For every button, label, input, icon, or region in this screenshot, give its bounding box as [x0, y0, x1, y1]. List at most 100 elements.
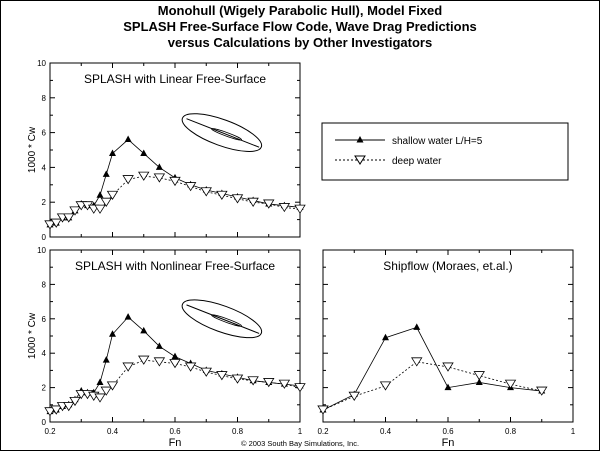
chart-panel-0: 0 2 4 6 8 10 1000 * Cw SPLASH with Linear Free-… — [27, 59, 306, 242]
data-point-deep — [473, 371, 485, 381]
y-tick-label: 10 — [37, 59, 46, 68]
x-tick-label: 1 — [298, 427, 303, 436]
data-point-deep — [247, 197, 259, 207]
x-tick-label: 0.6 — [169, 427, 181, 436]
hull-waterline — [211, 314, 243, 327]
title-line-1: Monohull (Wigely Parabolic Hull), Model … — [157, 3, 443, 18]
data-point-deep — [50, 218, 62, 228]
data-point-shallow — [444, 383, 452, 391]
data-point-shallow — [102, 356, 110, 363]
data-point-deep — [153, 173, 166, 183]
data-point-deep — [348, 391, 360, 401]
title-line-2: SPLASH Free-Surface Flow Code, Wave Drag… — [123, 19, 477, 34]
data-point-deep — [263, 378, 275, 388]
legend-label-deep: deep water — [392, 156, 442, 167]
data-point-deep — [44, 220, 56, 230]
data-point-deep — [278, 379, 291, 389]
data-point-deep — [536, 386, 548, 396]
x-tick-label: 0.8 — [232, 427, 244, 436]
data-point-deep — [138, 171, 150, 181]
y-tick-label: 2 — [42, 384, 47, 393]
data-point-deep — [247, 376, 259, 386]
data-point-deep — [278, 203, 291, 213]
data-point-shallow — [109, 149, 116, 156]
series-line-deep-water — [322, 361, 542, 411]
data-point-deep — [263, 199, 275, 209]
data-point-deep — [94, 393, 106, 403]
y-axis-label: 1000 * Cw — [27, 312, 38, 359]
data-point-deep — [169, 176, 181, 187]
panel-title: Shipflow (Moraes, et.al.) — [383, 259, 512, 273]
hull-outline — [181, 113, 263, 152]
x-tick-label: 0.8 — [505, 427, 517, 436]
data-point-deep — [169, 359, 181, 369]
x-tick-label: 0.4 — [107, 427, 119, 436]
hull-icon — [181, 299, 263, 339]
data-point-deep — [122, 362, 134, 372]
x-tick-label: 0.6 — [442, 427, 454, 436]
data-point-deep — [69, 206, 81, 216]
data-point-shallow — [475, 378, 483, 385]
x-axis-label: Fn — [442, 437, 455, 449]
x-tick-label: 1 — [571, 427, 576, 436]
data-point-deep — [184, 362, 197, 372]
data-point-deep — [231, 194, 244, 204]
data-point-deep — [100, 386, 112, 396]
data-point-shallow — [140, 326, 148, 334]
data-point-deep — [216, 190, 228, 200]
legend-label-shallow: shallow water L/H=5 — [392, 136, 483, 147]
plot-area — [49, 62, 301, 238]
data-point-deep — [106, 190, 119, 200]
data-point-shallow — [155, 163, 163, 170]
series-line-deep-water — [49, 175, 301, 226]
data-point-deep — [138, 355, 150, 365]
data-point-deep — [153, 357, 166, 367]
data-point-shallow — [124, 135, 132, 143]
y-tick-label: 0 — [42, 418, 47, 427]
legend-marker-shallow — [356, 136, 364, 143]
legend: shallow water L/H=5 deep water — [321, 122, 569, 181]
hull-outline — [181, 299, 263, 339]
y-tick-label: 6 — [42, 315, 47, 324]
data-point-deep — [184, 182, 197, 192]
y-tick-label: 0 — [42, 233, 47, 242]
data-point-shallow — [140, 149, 148, 156]
data-point-deep — [50, 405, 62, 415]
y-tick-label: 2 — [42, 198, 47, 207]
hull-keel — [186, 304, 260, 334]
data-point-deep — [200, 187, 212, 197]
data-point-deep — [200, 367, 212, 377]
data-point-deep — [69, 396, 81, 407]
x-tick-label: 0.4 — [380, 427, 392, 436]
y-axis-label: 1000 * Cw — [27, 126, 38, 173]
data-point-deep — [294, 204, 306, 214]
data-point-deep — [216, 371, 228, 381]
hull-waterline — [211, 128, 243, 141]
data-point-deep — [122, 175, 134, 185]
data-point-deep — [44, 407, 56, 417]
data-point-shallow — [171, 352, 179, 360]
data-point-shallow — [413, 323, 421, 330]
data-point-deep — [442, 362, 454, 372]
legend-marker-deep — [354, 155, 366, 165]
data-point-deep — [94, 204, 106, 214]
y-tick-label: 4 — [42, 349, 47, 358]
copyright-text: © 2003 South Bay Simulations, Inc. — [241, 439, 359, 448]
chart-panel-1: 0 2 4 6 8 10 0.2 0.4 0.6 0.8 1 Fn 1000 * Cw SPLASH wi… — [27, 246, 306, 449]
legend-box — [321, 122, 569, 181]
x-tick-label: 0.2 — [44, 427, 56, 436]
data-point-deep — [317, 405, 329, 415]
hull-keel — [186, 118, 260, 148]
data-point-deep — [231, 374, 244, 384]
data-point-shallow — [382, 333, 389, 341]
y-tick-label: 6 — [42, 129, 47, 138]
hull-icon — [181, 113, 263, 152]
data-point-deep — [504, 379, 517, 389]
data-point-deep — [100, 197, 112, 207]
x-tick-label: 0.2 — [317, 427, 329, 436]
data-point-deep — [294, 383, 306, 393]
title-line-3: versus Calculations by Other Investigato… — [167, 35, 433, 50]
data-point-shallow — [102, 170, 110, 177]
panel-title: SPLASH with Nonlinear Free-Surface — [75, 259, 275, 273]
